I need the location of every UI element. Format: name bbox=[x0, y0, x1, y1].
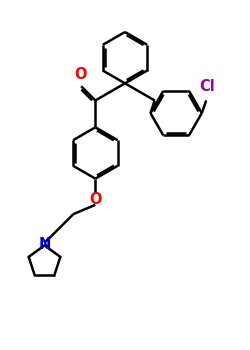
Text: Cl: Cl bbox=[199, 79, 215, 94]
Text: O: O bbox=[89, 193, 102, 208]
Text: N: N bbox=[38, 237, 51, 252]
Text: O: O bbox=[74, 67, 87, 82]
